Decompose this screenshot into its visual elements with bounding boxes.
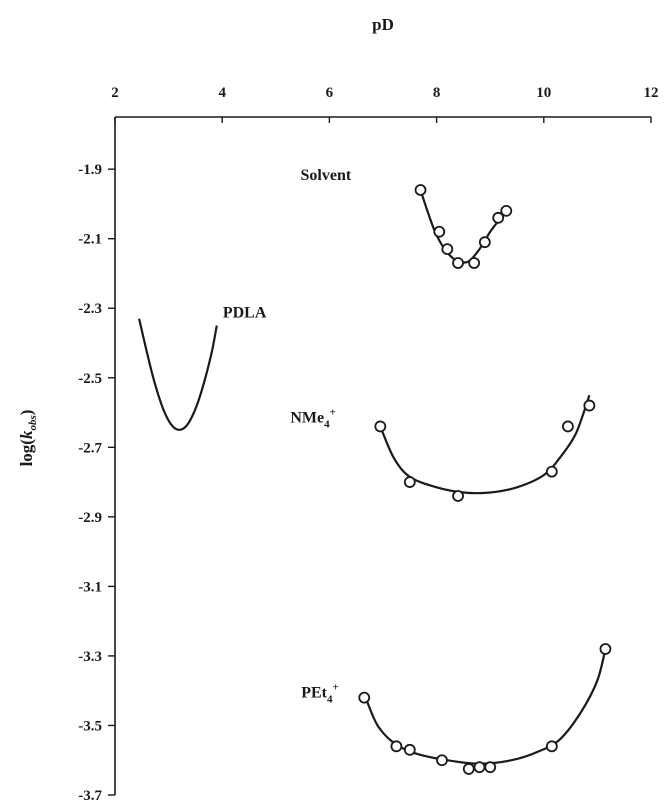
data-point-pet4	[390, 740, 403, 753]
series-label-superscript: +	[333, 682, 339, 694]
y-axis-title-k: k	[17, 430, 36, 439]
data-point-nme4	[583, 399, 596, 412]
series-label-superscript: +	[330, 406, 336, 418]
data-point-solvent	[433, 225, 446, 238]
data-points-group	[358, 184, 612, 775]
data-point-pet4	[436, 754, 448, 767]
axes-group: 2 4 6 8 10 12 -1.9 -2.1 -2.3 -2.5 -2.7 -2.9 -3.1 -3.3…	[78, 85, 658, 802]
series-label-pet4: PEt4+	[301, 682, 339, 706]
y-tick-label: -2.7	[78, 440, 102, 456]
y-axis-title-subscript: obs	[27, 415, 39, 430]
data-point-pet4	[599, 643, 612, 655]
y-tick-label: -3.1	[78, 579, 102, 595]
y-tick-label: -2.3	[78, 301, 102, 317]
data-point-solvent	[468, 257, 481, 269]
data-point-pet4	[403, 743, 416, 756]
y-tick-label: -3.3	[78, 649, 102, 665]
data-point-solvent	[441, 243, 454, 256]
y-tick-label: -2.1	[78, 232, 102, 248]
x-tick-label: 10	[536, 85, 551, 101]
y-tick-label: -3.7	[78, 788, 102, 802]
data-point-pet4	[358, 691, 371, 704]
x-tick-label: 8	[433, 85, 441, 101]
series-label-base: Solvent	[301, 167, 352, 184]
data-point-solvent	[478, 236, 491, 249]
y-tick-label: -2.9	[78, 510, 102, 526]
y-tick-label: -2.5	[78, 371, 102, 387]
data-point-pet4	[484, 761, 497, 774]
data-point-pet4	[462, 763, 475, 775]
data-point-solvent	[414, 184, 427, 196]
fit-curves-group	[138, 189, 607, 765]
data-point-solvent	[500, 204, 513, 217]
series-label-base: PDLA	[223, 305, 267, 322]
data-point-nme4	[403, 476, 416, 488]
x-tick-label: 6	[326, 85, 334, 101]
y-tick-label: -1.9	[78, 162, 102, 178]
x-tick-label: 4	[218, 85, 226, 101]
data-point-nme4	[452, 490, 464, 502]
series-label-nme4: NMe4+	[290, 406, 336, 430]
fit-curve-pdla	[138, 318, 218, 432]
x-tick-label: 12	[644, 85, 659, 101]
data-point-nme4	[545, 465, 558, 478]
fit-curve-pet4	[365, 648, 607, 765]
data-point-solvent	[492, 211, 505, 224]
series-label-solvent: Solvent	[301, 167, 352, 184]
data-point-pet4	[545, 740, 558, 753]
data-point-nme4	[374, 420, 387, 433]
fit-curve-nme4	[379, 394, 591, 495]
y-axis-title-log: log(	[17, 439, 36, 467]
series-label-base: NMe	[290, 409, 324, 426]
y-axis-title-close: )	[17, 410, 36, 416]
data-point-solvent	[452, 257, 464, 269]
data-point-pet4	[473, 761, 486, 774]
fit-curve-solvent	[419, 189, 510, 264]
series-label-subscript: 4	[324, 418, 330, 430]
series-label-pdla: PDLA	[223, 305, 267, 322]
y-tick-label: -3.5	[78, 718, 102, 734]
series-label-base: PEt	[301, 685, 327, 702]
x-axis-title: pD	[372, 15, 394, 34]
y-axis-title: log(kobs)	[17, 410, 39, 467]
series-label-subscript: 4	[327, 694, 333, 706]
data-point-nme4	[562, 420, 574, 433]
x-tick-label: 2	[111, 85, 119, 101]
